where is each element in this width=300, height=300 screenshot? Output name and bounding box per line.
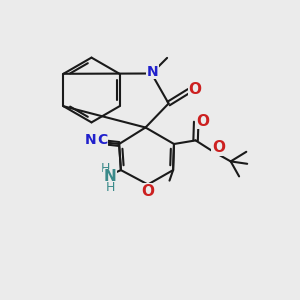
Text: O: O (212, 140, 225, 155)
Text: N: N (85, 134, 97, 147)
Text: O: O (196, 114, 209, 129)
Text: C: C (98, 134, 108, 147)
Text: H: H (105, 181, 115, 194)
Text: O: O (141, 184, 154, 199)
Text: N: N (104, 169, 116, 184)
Text: O: O (188, 82, 202, 97)
Text: N: N (146, 65, 158, 79)
Text: H: H (100, 162, 110, 176)
